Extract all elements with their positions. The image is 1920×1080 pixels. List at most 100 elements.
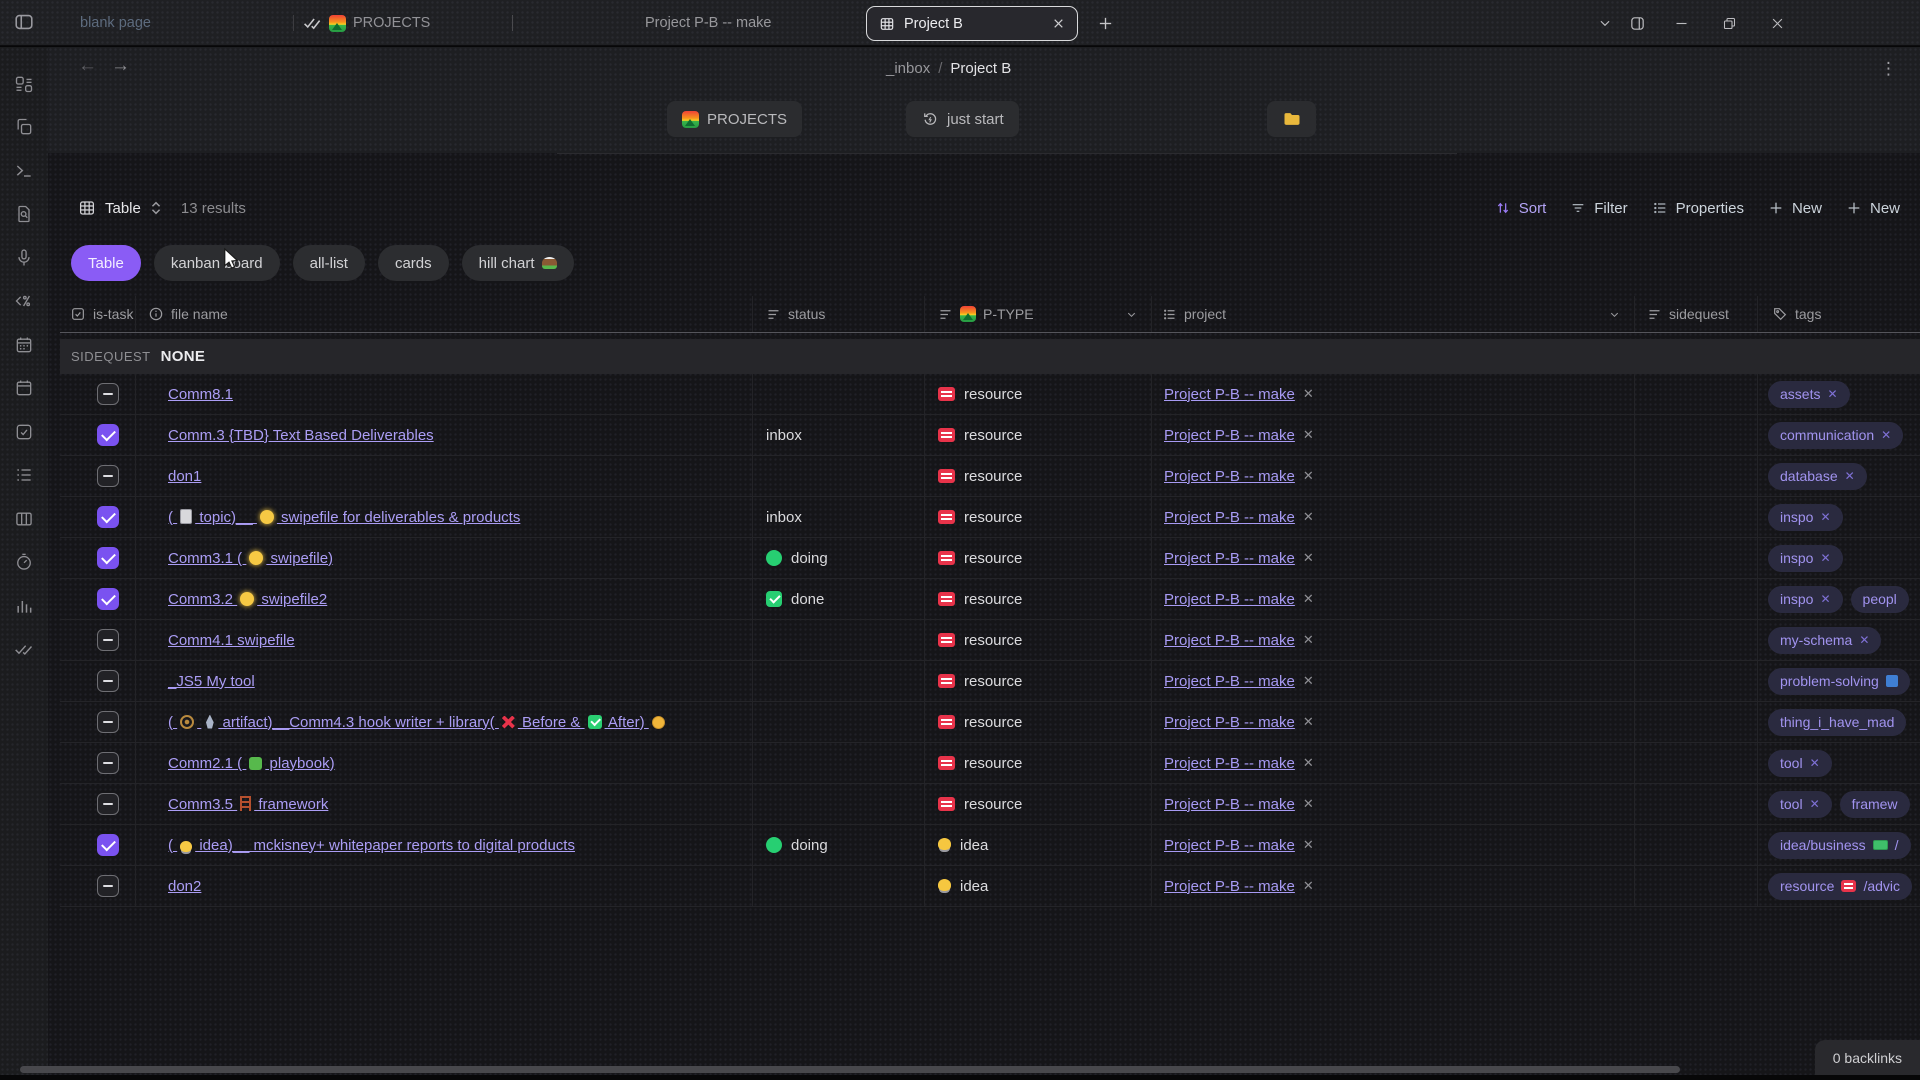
row-ptype-cell[interactable]: idea bbox=[925, 866, 1152, 906]
row-ptype-cell[interactable]: resource bbox=[925, 579, 1152, 619]
column-header-tags[interactable]: tags bbox=[1758, 296, 1920, 332]
row-checkbox[interactable] bbox=[97, 711, 119, 733]
project-link[interactable]: Project P-B -- make bbox=[1164, 795, 1295, 813]
tag-pill[interactable]: database bbox=[1768, 462, 1867, 490]
tag-remove-icon[interactable] bbox=[1827, 387, 1837, 401]
row-sidequest-cell[interactable] bbox=[1635, 538, 1758, 578]
properties-button[interactable]: Properties bbox=[1652, 200, 1744, 217]
row-checkbox[interactable] bbox=[97, 465, 119, 487]
tag-pill[interactable]: idea/business / bbox=[1768, 831, 1911, 859]
project-link[interactable]: Project P-B -- make bbox=[1164, 754, 1295, 772]
column-header-is-task[interactable]: is-task bbox=[60, 296, 136, 332]
row-status-cell[interactable]: inbox bbox=[753, 497, 925, 537]
row-ptype-cell[interactable]: resource bbox=[925, 661, 1152, 701]
row-checkbox[interactable] bbox=[97, 629, 119, 651]
row-ptype-cell[interactable]: resource bbox=[925, 538, 1152, 578]
project-link[interactable]: Project P-B -- make bbox=[1164, 631, 1295, 649]
project-link[interactable]: Project P-B -- make bbox=[1164, 836, 1295, 854]
project-remove-icon[interactable] bbox=[1303, 714, 1314, 730]
bar-chart-icon[interactable] bbox=[14, 596, 34, 616]
row-checkbox[interactable] bbox=[97, 752, 119, 774]
file-link[interactable]: ( idea)__ mckisney+ whitepaper reports t… bbox=[168, 836, 575, 854]
project-link[interactable]: Project P-B -- make bbox=[1164, 385, 1295, 403]
row-checkbox[interactable] bbox=[97, 875, 119, 897]
group-header-sidequest-none[interactable]: SIDEQUEST NONE bbox=[60, 339, 1920, 374]
file-link[interactable]: don1 bbox=[168, 467, 202, 485]
row-sidequest-cell[interactable] bbox=[1635, 702, 1758, 742]
project-link[interactable]: Project P-B -- make bbox=[1164, 549, 1295, 567]
filter-button[interactable]: Filter bbox=[1570, 200, 1628, 217]
row-checkbox[interactable] bbox=[97, 793, 119, 815]
row-status-cell[interactable]: done bbox=[753, 579, 925, 619]
minimize-icon[interactable] bbox=[1668, 10, 1694, 36]
folder-button[interactable] bbox=[1267, 101, 1316, 137]
table-columns-icon[interactable] bbox=[14, 509, 34, 529]
row-sidequest-cell[interactable] bbox=[1635, 866, 1758, 906]
row-status-cell[interactable] bbox=[753, 620, 925, 660]
tag-pill[interactable]: framew bbox=[1839, 790, 1910, 818]
row-sidequest-cell[interactable] bbox=[1635, 825, 1758, 865]
outline-list-icon[interactable] bbox=[14, 465, 34, 485]
copy-pages-icon[interactable] bbox=[14, 117, 34, 137]
project-link[interactable]: Project P-B -- make bbox=[1164, 877, 1295, 895]
project-remove-icon[interactable] bbox=[1303, 796, 1314, 812]
terminal-icon[interactable] bbox=[14, 161, 34, 181]
row-checkbox[interactable] bbox=[97, 588, 119, 610]
row-checkbox[interactable] bbox=[97, 506, 119, 528]
row-sidequest-cell[interactable] bbox=[1635, 374, 1758, 414]
row-ptype-cell[interactable]: resource bbox=[925, 620, 1152, 660]
row-sidequest-cell[interactable] bbox=[1635, 661, 1758, 701]
new-record-button[interactable]: New bbox=[1768, 200, 1822, 217]
row-sidequest-cell[interactable] bbox=[1635, 415, 1758, 455]
project-remove-icon[interactable] bbox=[1303, 837, 1314, 853]
view-tab-hill-chart[interactable]: hill chart bbox=[461, 245, 574, 281]
new-tab-icon[interactable] bbox=[1092, 10, 1118, 36]
tag-remove-icon[interactable] bbox=[1810, 797, 1820, 811]
file-link[interactable]: don2 bbox=[168, 877, 202, 895]
task-checkbox-icon[interactable] bbox=[14, 422, 34, 442]
row-sidequest-cell[interactable] bbox=[1635, 784, 1758, 824]
tag-pill[interactable]: communication bbox=[1768, 421, 1904, 449]
column-header-file-name[interactable]: file name bbox=[136, 296, 753, 332]
row-ptype-cell[interactable]: resource bbox=[925, 374, 1152, 414]
row-checkbox[interactable] bbox=[97, 834, 119, 856]
file-link[interactable]: ( artifact)__Comm4.3 hook writer + libra… bbox=[168, 714, 668, 731]
view-tab-all-list[interactable]: all-list bbox=[292, 245, 365, 281]
timer-icon[interactable] bbox=[14, 552, 34, 572]
tag-pill[interactable]: my-schema bbox=[1768, 626, 1882, 654]
row-status-cell[interactable] bbox=[753, 661, 925, 701]
row-ptype-cell[interactable]: resource bbox=[925, 415, 1152, 455]
close-tab-icon[interactable] bbox=[1052, 17, 1065, 30]
project-link[interactable]: Project P-B -- make bbox=[1164, 590, 1295, 608]
right-panel-toggle-icon[interactable] bbox=[1624, 10, 1650, 36]
tag-remove-icon[interactable] bbox=[1881, 428, 1891, 442]
row-sidequest-cell[interactable] bbox=[1635, 497, 1758, 537]
breadcrumb-parent[interactable]: _inbox bbox=[886, 60, 931, 77]
double-check-icon[interactable] bbox=[14, 639, 34, 659]
close-window-icon[interactable] bbox=[1764, 10, 1790, 36]
file-link[interactable]: Comm3.2 swipefile2 bbox=[168, 590, 328, 608]
column-header-sidequest[interactable]: sidequest bbox=[1635, 296, 1758, 332]
file-link[interactable]: ( topic)__ swipefile for deliverables & … bbox=[168, 508, 521, 526]
project-remove-icon[interactable] bbox=[1303, 468, 1314, 484]
tab-projects[interactable]: PROJECTS bbox=[303, 0, 430, 46]
tag-remove-icon[interactable] bbox=[1820, 592, 1830, 606]
tab-blank-page[interactable]: blank page bbox=[80, 0, 151, 46]
backlinks-badge[interactable]: 0 backlinks bbox=[1814, 1040, 1920, 1075]
file-link[interactable]: Comm3.5 framework bbox=[168, 795, 329, 813]
project-link[interactable]: Project P-B -- make bbox=[1164, 426, 1295, 444]
view-selector[interactable]: Table 13 results bbox=[78, 189, 246, 227]
file-link[interactable]: _JS5 My tool bbox=[168, 672, 255, 690]
file-link[interactable]: Comm8.1 bbox=[168, 385, 234, 403]
row-status-cell[interactable] bbox=[753, 702, 925, 742]
project-link[interactable]: Project P-B -- make bbox=[1164, 713, 1295, 731]
row-checkbox[interactable] bbox=[97, 424, 119, 446]
tag-remove-icon[interactable] bbox=[1820, 510, 1830, 524]
more-menu-icon[interactable]: ⋮ bbox=[1880, 59, 1898, 78]
project-link[interactable]: Project P-B -- make bbox=[1164, 508, 1295, 526]
row-status-cell[interactable] bbox=[753, 456, 925, 496]
row-status-cell[interactable] bbox=[753, 374, 925, 414]
tag-pill[interactable]: tool bbox=[1768, 790, 1832, 818]
tag-pill[interactable]: peopl bbox=[1850, 585, 1909, 613]
chevron-down-icon[interactable] bbox=[1126, 309, 1137, 320]
